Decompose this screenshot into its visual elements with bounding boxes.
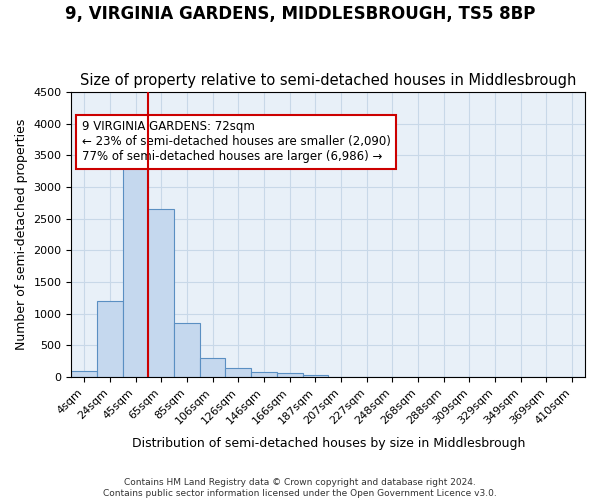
Text: 9, VIRGINIA GARDENS, MIDDLESBROUGH, TS5 8BP: 9, VIRGINIA GARDENS, MIDDLESBROUGH, TS5 … <box>65 5 535 23</box>
Bar <box>97 301 123 377</box>
Bar <box>251 372 277 377</box>
Bar <box>277 374 302 377</box>
Bar <box>123 146 148 377</box>
Text: Contains HM Land Registry data © Crown copyright and database right 2024.
Contai: Contains HM Land Registry data © Crown c… <box>103 478 497 498</box>
Bar <box>174 324 200 377</box>
Bar <box>148 209 174 377</box>
Bar <box>200 358 226 377</box>
Bar <box>71 371 97 377</box>
X-axis label: Distribution of semi-detached houses by size in Middlesbrough: Distribution of semi-detached houses by … <box>131 437 525 450</box>
Y-axis label: Number of semi-detached properties: Number of semi-detached properties <box>15 119 28 350</box>
Bar <box>302 374 328 377</box>
Bar <box>226 368 251 377</box>
Text: 9 VIRGINIA GARDENS: 72sqm
← 23% of semi-detached houses are smaller (2,090)
77% : 9 VIRGINIA GARDENS: 72sqm ← 23% of semi-… <box>82 120 391 164</box>
Title: Size of property relative to semi-detached houses in Middlesbrough: Size of property relative to semi-detach… <box>80 73 577 88</box>
